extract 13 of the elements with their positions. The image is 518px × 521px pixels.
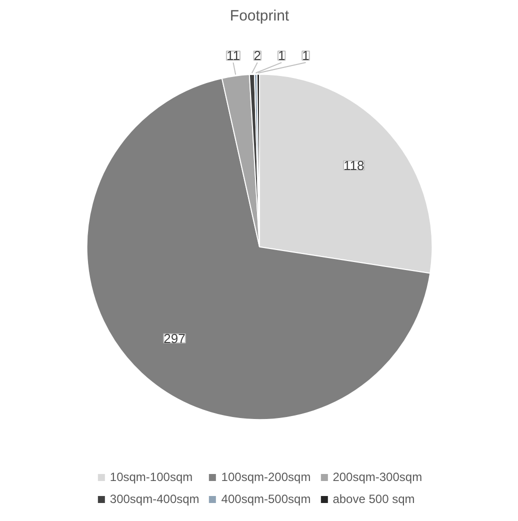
data-label: 297: [164, 330, 186, 346]
legend-label: 100sqm-200sqm: [221, 470, 311, 484]
legend-label: above 500 sqm: [332, 492, 415, 506]
legend-label: 10sqm-100sqm: [110, 470, 193, 484]
data-label: 1: [278, 48, 286, 64]
data-label: 118: [344, 158, 364, 173]
chart-title: Footprint: [230, 8, 290, 24]
data-label: 1: [302, 48, 310, 64]
data-label: 2: [254, 48, 262, 64]
legend-label: 200sqm-300sqm: [332, 470, 422, 484]
legend-label: 400sqm-500sqm: [221, 492, 311, 506]
data-label: 11: [226, 48, 240, 64]
legend-label: 300sqm-400sqm: [110, 492, 200, 506]
